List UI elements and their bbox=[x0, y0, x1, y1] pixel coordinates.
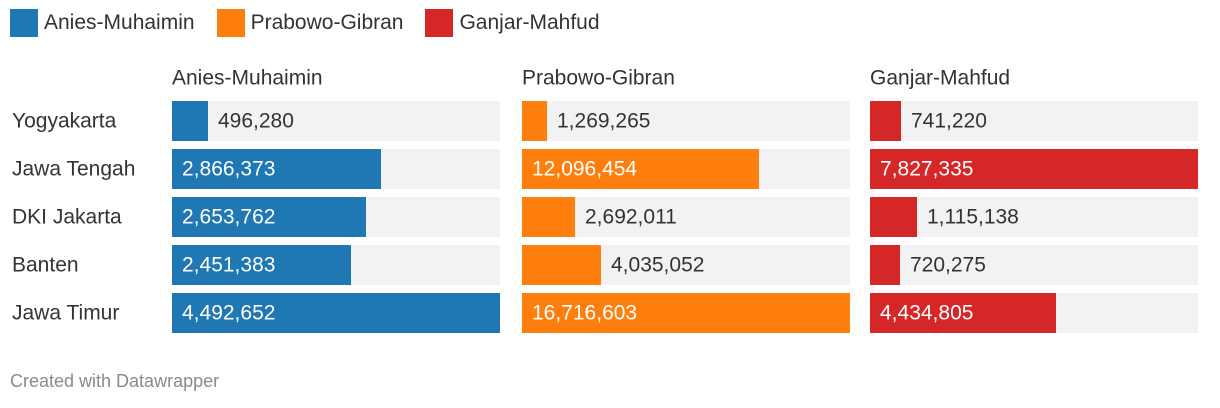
legend-label-ganjar: Ganjar-Mahfud bbox=[459, 11, 600, 34]
bar-anies-muhaimin-banten bbox=[172, 245, 351, 285]
bar-track-anies-muhaimin-yogyakarta bbox=[172, 101, 500, 141]
legend-swatch-ganjar bbox=[425, 9, 454, 37]
value-label-ganjar-mahfud-dki-jakarta: 1,115,138 bbox=[927, 206, 1019, 229]
legend-label-anies: Anies-Muhaimin bbox=[44, 11, 195, 34]
bar-prabowo-gibran-jawa-tengah bbox=[522, 149, 759, 189]
bar-anies-muhaimin-dki-jakarta bbox=[172, 197, 366, 237]
bar-prabowo-gibran-jawa-timur bbox=[522, 293, 850, 333]
legend: Anies-Muhaimin Prabowo-Gibran Ganjar-Mah… bbox=[10, 9, 622, 37]
row-label-dki-jakarta: DKI Jakarta bbox=[12, 206, 122, 229]
legend-swatch-prabowo bbox=[216, 9, 245, 37]
bar-prabowo-gibran-banten bbox=[522, 245, 601, 285]
value-label-anies-muhaimin-banten: 2,451,383 bbox=[182, 254, 275, 277]
row-label-jawa-tengah: Jawa Tengah bbox=[12, 158, 135, 181]
bar-track-ganjar-mahfud-banten bbox=[870, 245, 1198, 285]
value-label-ganjar-mahfud-jawa-timur: 4,434,805 bbox=[880, 302, 973, 325]
panel-title-anies-muhaimin: Anies-Muhaimin bbox=[172, 67, 323, 90]
bar-anies-muhaimin-jawa-timur bbox=[172, 293, 500, 333]
value-label-prabowo-gibran-jawa-tengah: 12,096,454 bbox=[532, 158, 637, 181]
bar-ganjar-mahfud-yogyakarta bbox=[870, 101, 901, 141]
bar-ganjar-mahfud-jawa-timur bbox=[870, 293, 1056, 333]
value-label-prabowo-gibran-banten: 4,035,052 bbox=[611, 254, 704, 277]
bar-anies-muhaimin-yogyakarta bbox=[172, 101, 208, 141]
legend-item-anies: Anies-Muhaimin bbox=[10, 9, 195, 37]
row-label-banten: Banten bbox=[12, 254, 79, 277]
legend-label-prabowo: Prabowo-Gibran bbox=[250, 11, 404, 34]
value-label-ganjar-mahfud-banten: 720,275 bbox=[910, 254, 986, 277]
bar-anies-muhaimin-jawa-tengah bbox=[172, 149, 381, 189]
value-label-anies-muhaimin-jawa-timur: 4,492,652 bbox=[182, 302, 275, 325]
bar-track-ganjar-mahfud-dki-jakarta bbox=[870, 197, 1198, 237]
legend-swatch-anies bbox=[10, 9, 38, 37]
footer-credit: Created with Datawrapper bbox=[10, 371, 220, 391]
row-label-jawa-timur: Jawa Timur bbox=[12, 302, 119, 325]
value-label-prabowo-gibran-dki-jakarta: 2,692,011 bbox=[585, 206, 677, 229]
value-label-prabowo-gibran-yogyakarta: 1,269,265 bbox=[557, 110, 650, 133]
panel-title-ganjar-mahfud: Ganjar-Mahfud bbox=[870, 67, 1010, 90]
panel-title-prabowo-gibran: Prabowo-Gibran bbox=[522, 67, 675, 90]
value-label-anies-muhaimin-dki-jakarta: 2,653,762 bbox=[182, 206, 275, 229]
bar-track-prabowo-gibran-yogyakarta bbox=[522, 101, 850, 141]
bar-prabowo-gibran-dki-jakarta bbox=[522, 197, 575, 237]
row-label-yogyakarta: Yogyakarta bbox=[12, 110, 117, 133]
value-label-anies-muhaimin-jawa-tengah: 2,866,373 bbox=[182, 158, 275, 181]
bar-ganjar-mahfud-banten bbox=[870, 245, 900, 285]
bar-track-prabowo-gibran-dki-jakarta bbox=[522, 197, 850, 237]
value-label-anies-muhaimin-yogyakarta: 496,280 bbox=[218, 110, 294, 133]
legend-item-prabowo: Prabowo-Gibran bbox=[216, 9, 404, 37]
bar-track-ganjar-mahfud-yogyakarta bbox=[870, 101, 1198, 141]
value-label-ganjar-mahfud-yogyakarta: 741,220 bbox=[911, 110, 987, 133]
bar-ganjar-mahfud-dki-jakarta bbox=[870, 197, 917, 237]
bar-prabowo-gibran-yogyakarta bbox=[522, 101, 547, 141]
value-label-ganjar-mahfud-jawa-tengah: 7,827,335 bbox=[880, 158, 973, 181]
bar-ganjar-mahfud-jawa-tengah bbox=[870, 149, 1198, 189]
value-label-prabowo-gibran-jawa-timur: 16,716,603 bbox=[532, 302, 637, 325]
legend-item-ganjar: Ganjar-Mahfud bbox=[425, 9, 600, 37]
